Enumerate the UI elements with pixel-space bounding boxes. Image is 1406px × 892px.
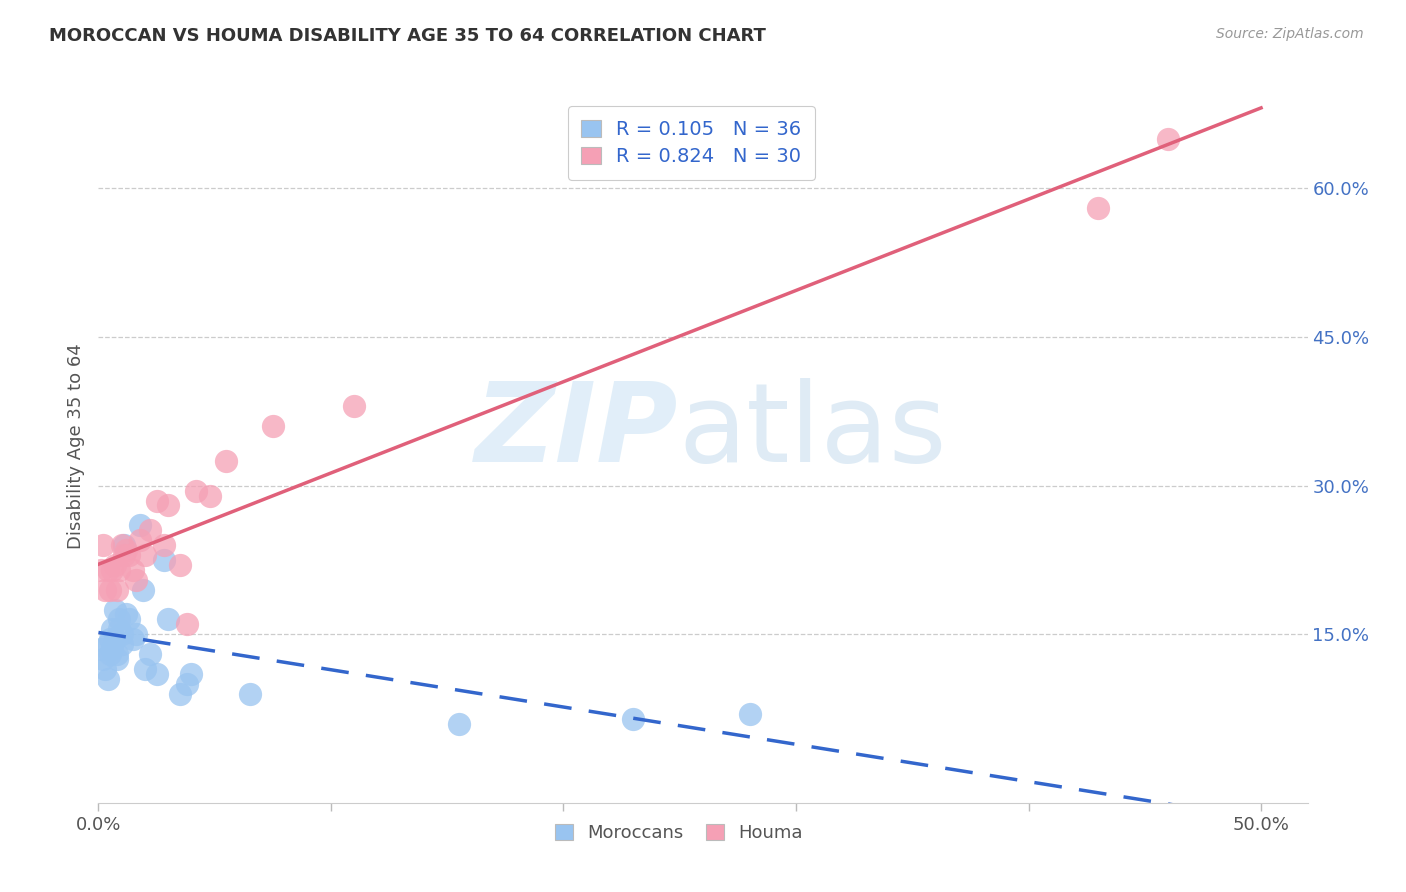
Point xyxy=(111,637,134,651)
Point xyxy=(447,716,470,731)
Point xyxy=(134,548,156,562)
Point xyxy=(111,538,134,552)
Point xyxy=(104,558,127,572)
Point xyxy=(124,627,146,641)
Point xyxy=(176,677,198,691)
Point xyxy=(97,672,120,686)
Point xyxy=(180,667,202,681)
Point xyxy=(198,489,221,503)
Point xyxy=(169,687,191,701)
Point xyxy=(90,563,112,577)
Point xyxy=(91,538,114,552)
Y-axis label: Disability Age 35 to 64: Disability Age 35 to 64 xyxy=(66,343,84,549)
Legend: Moroccans, Houma: Moroccans, Houma xyxy=(546,814,811,851)
Point xyxy=(90,642,112,657)
Point xyxy=(621,712,644,726)
Point xyxy=(131,582,153,597)
Point xyxy=(1157,132,1180,146)
Point xyxy=(1087,201,1109,215)
Point xyxy=(124,573,146,587)
Point xyxy=(118,612,141,626)
Point xyxy=(262,419,284,434)
Point xyxy=(738,706,761,721)
Point xyxy=(105,647,128,661)
Point xyxy=(94,662,117,676)
Point xyxy=(101,623,124,637)
Point xyxy=(152,538,174,552)
Point xyxy=(145,667,167,681)
Point xyxy=(152,553,174,567)
Point xyxy=(122,632,145,647)
Point xyxy=(129,533,152,548)
Point xyxy=(98,582,121,597)
Point xyxy=(112,548,135,562)
Point xyxy=(112,538,135,552)
Point xyxy=(111,627,134,641)
Point xyxy=(105,652,128,666)
Point xyxy=(115,543,138,558)
Point xyxy=(101,642,124,657)
Point xyxy=(134,662,156,676)
Point xyxy=(239,687,262,701)
Point xyxy=(184,483,207,498)
Point xyxy=(157,499,180,513)
Text: atlas: atlas xyxy=(679,378,948,485)
Point xyxy=(215,454,238,468)
Point xyxy=(104,602,127,616)
Point xyxy=(105,582,128,597)
Point xyxy=(138,647,160,661)
Point xyxy=(169,558,191,572)
Point xyxy=(138,523,160,537)
Point xyxy=(118,548,141,562)
Point xyxy=(145,493,167,508)
Point xyxy=(97,637,120,651)
Text: ZIP: ZIP xyxy=(475,378,679,485)
Point xyxy=(94,582,117,597)
Point xyxy=(108,563,131,577)
Point xyxy=(108,623,131,637)
Point xyxy=(129,518,152,533)
Point xyxy=(101,563,124,577)
Point xyxy=(157,612,180,626)
Point xyxy=(98,647,121,661)
Point xyxy=(122,563,145,577)
Text: Source: ZipAtlas.com: Source: ZipAtlas.com xyxy=(1216,27,1364,41)
Point xyxy=(97,563,120,577)
Point xyxy=(115,607,138,622)
Point xyxy=(108,612,131,626)
Point xyxy=(91,652,114,666)
Point xyxy=(343,400,366,414)
Point xyxy=(104,632,127,647)
Point xyxy=(98,632,121,647)
Point xyxy=(176,617,198,632)
Text: MOROCCAN VS HOUMA DISABILITY AGE 35 TO 64 CORRELATION CHART: MOROCCAN VS HOUMA DISABILITY AGE 35 TO 6… xyxy=(49,27,766,45)
